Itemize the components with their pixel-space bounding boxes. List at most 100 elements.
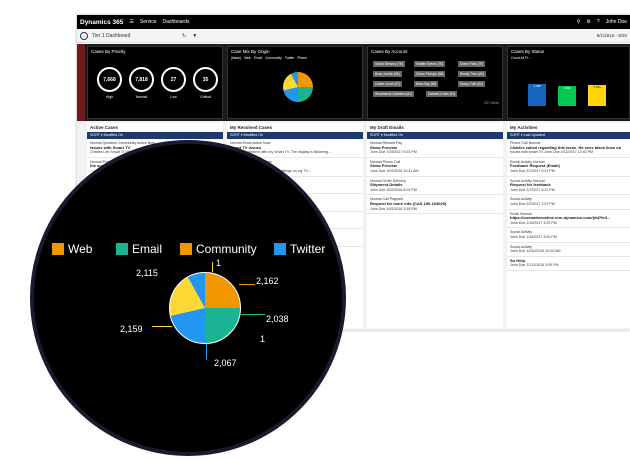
legend-twitter: Twitter <box>274 242 325 256</box>
sort-bar[interactable]: SORT ▾ Modified On <box>227 132 363 139</box>
legend-web: Web <box>52 242 92 256</box>
pie-label: 2,038 <box>266 314 289 324</box>
small-origin-pie[interactable] <box>283 72 313 102</box>
item-meta: Social Activity <box>510 244 532 249</box>
item-sub: John Doe 2/7/2017 5:21 PM <box>510 168 555 173</box>
item-title: https://crmnativeonline.crm.dynamics.com… <box>510 215 611 221</box>
nav-dashboards[interactable]: Dashboards <box>162 19 190 25</box>
item-title: Request for feedback <box>510 182 551 188</box>
refresh-icon[interactable]: ↻ <box>182 32 187 39</box>
app-brand[interactable]: Dynamics 365 <box>80 18 124 26</box>
sort-bar[interactable]: SORT ▾ Modified On <box>367 132 503 139</box>
item-meta: Normal Phone Call <box>370 159 401 164</box>
list-item[interactable]: So Help John Doe 12/11/2016 3:00 PM <box>507 257 630 271</box>
tile-cases-by-account[interactable]: Cases By Account Grand Brewery (76) Seat… <box>367 46 503 119</box>
list-item[interactable]: Phone Call Normal Charles called regardin… <box>507 139 630 158</box>
help-icon[interactable]: ? <box>596 19 600 25</box>
legend-label: Community <box>196 242 257 256</box>
legend-item: Community <box>265 56 282 60</box>
sort-bar[interactable]: SORT ▾ Modified On <box>87 132 223 139</box>
list-item[interactable]: Email Normal https://crmnativeonline.crm.… <box>507 210 630 229</box>
back-icon[interactable]: ← <box>80 31 88 40</box>
account-tag[interactable]: Woodwinds Unlimited (61) <box>373 91 415 97</box>
search-icon[interactable]: ⚲ <box>576 19 581 25</box>
account-tag[interactable]: Green Pickups (68) <box>414 71 446 77</box>
account-tag[interactable]: Cabaret Crafts (61) <box>426 91 458 97</box>
leader-line <box>206 344 207 360</box>
leader-line <box>241 314 265 315</box>
pie-label: 2,115 <box>136 268 158 278</box>
list-item[interactable]: Social Activity John Doe 1/18/2017 3:00 P… <box>507 228 630 243</box>
menu-icon[interactable]: ☰ <box>129 19 134 25</box>
list-title: Active Cases <box>90 125 119 130</box>
account-tag[interactable]: Brian Bay (64) <box>414 81 439 87</box>
legend-email: Email <box>116 242 162 256</box>
gear-icon[interactable]: ⚙ <box>586 19 591 25</box>
item-meta: Normal Question Community Active Now <box>90 141 155 145</box>
legend-swatch <box>274 243 286 255</box>
item-title: Request for more info (CAS 150-104026) <box>370 200 447 206</box>
tile-cases-by-status[interactable]: Cases By Status Count All Fl... 1,788 1,… <box>507 46 630 119</box>
dashboard-selector[interactable]: Tier 1 Dashboard <box>92 32 131 39</box>
command-bar: ← Tier 1 Dashboard ↻ ▼ 8/1/2016 - 9/20 <box>77 29 630 43</box>
origin-pie-chart[interactable] <box>169 272 241 344</box>
item-title: Feedback Request (Email) <box>510 163 560 169</box>
nav-service[interactable]: Service <box>139 19 157 25</box>
legend-community: Community <box>180 242 257 256</box>
legend-swatch <box>116 243 128 255</box>
ring-label: Low <box>170 95 177 99</box>
account-tag[interactable]: Ready Theo (66) <box>458 71 486 77</box>
origin-legend: (blank) Web Email Community Twitter Phon… <box>228 56 362 60</box>
item-sub: John Doe 1/19/2017 3:29 PM <box>510 220 557 225</box>
list-item[interactable]: Normal Phone Call Show Preview John Doe 10… <box>367 158 503 177</box>
item-meta: Normal Order Delivery <box>370 178 406 183</box>
status-legend: Count All Fl... <box>511 56 531 60</box>
item-sub: John Doe 7/19/2017 6:23 PM <box>370 150 417 155</box>
date-range[interactable]: 8/1/2016 - 9/20 <box>596 33 627 38</box>
tile-case-mix-by-origin[interactable]: Case Mix By Origin (blank) Web Email Com… <box>227 46 363 119</box>
legend-swatch <box>52 243 64 255</box>
filter-icon[interactable]: ▼ <box>192 32 198 39</box>
item-meta: Phone Call Normal <box>510 141 541 145</box>
sort-bar[interactable]: SORT ▾ Last Updated <box>507 132 630 139</box>
status-bar[interactable]: 1,788 <box>528 84 546 106</box>
status-bar[interactable]: 1,656 <box>558 86 576 106</box>
tile-cases-by-priority[interactable]: Cases By Priority 7,668 High 7,818 Norma… <box>87 46 223 119</box>
ring-normal[interactable]: 7,818 <box>129 67 154 92</box>
tile-title: Cases By Priority <box>91 49 126 54</box>
ring-critical[interactable]: 35 <box>193 67 218 92</box>
leader-line <box>212 262 213 272</box>
list-item[interactable]: Normal Order Delivery Shipment Details Joh… <box>367 177 503 196</box>
account-tag[interactable]: Seattle Events (75) <box>414 61 446 67</box>
side-handle[interactable] <box>77 44 85 121</box>
pie-label: 2,067 <box>214 358 237 368</box>
list-item[interactable]: Normal Reward Pay Show Preview John Doe 7/… <box>367 139 503 158</box>
list-item[interactable]: Social Activity Normal Request for feedba… <box>507 177 630 196</box>
top-nav-bar: Dynamics 365 ☰ Service Dashboards ⚲ ⚙ ? … <box>77 15 630 29</box>
account-tag[interactable]: Grand Brewery (76) <box>373 61 405 67</box>
list-item[interactable]: Normal Call Pageant Request for more info… <box>367 195 503 215</box>
pie-label: 1 <box>260 334 266 344</box>
ring-high[interactable]: 7,668 <box>97 67 122 92</box>
tile-title: Cases By Status <box>511 49 545 54</box>
item-meta: Social Activity Normal <box>510 159 545 164</box>
ring-label: Normal <box>135 95 148 99</box>
account-tag[interactable]: Sheer Potts (75) <box>458 61 486 67</box>
item-meta: Social Activity Normal <box>510 178 545 183</box>
list-title: My Draft Emails <box>370 125 404 130</box>
account-tag[interactable]: Boaz Jucktin (69) <box>373 71 402 77</box>
user-name[interactable]: John Doe <box>605 19 627 25</box>
list-item[interactable]: Social Activity Normal Feedback Request (… <box>507 158 630 177</box>
item-sub: John Doe 12/11/2016 3:00 PM <box>510 263 559 268</box>
item-sub: John Doe 2/2/2017 1:07 PM <box>510 201 555 206</box>
ring-low[interactable]: 27 <box>161 67 186 92</box>
list-item[interactable]: Social Activity John Doe 2/2/2017 1:07 PM <box>507 195 630 210</box>
account-tag[interactable]: Sassy Cafe (62) <box>458 81 485 87</box>
status-bar[interactable]: 1,701 <box>588 85 606 106</box>
list-item[interactable]: Social Activity John Doe 12/10/2016 10:02… <box>507 243 630 257</box>
item-sub: John Doe 10/2/2016 3:55 PM <box>370 206 417 211</box>
more-link[interactable]: 207 More <box>484 101 499 105</box>
item-sub: John Doe 10/2/2016 6:03 PM <box>370 187 417 192</box>
account-tag[interactable]: Coffee Crush (67) <box>373 81 403 87</box>
list-item[interactable]: Normal Email Active Now Smart TV issues I … <box>227 139 363 158</box>
